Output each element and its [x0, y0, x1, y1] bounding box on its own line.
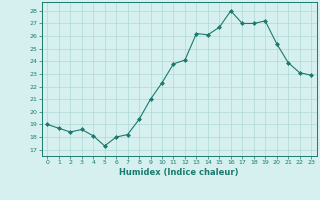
X-axis label: Humidex (Indice chaleur): Humidex (Indice chaleur): [119, 168, 239, 177]
